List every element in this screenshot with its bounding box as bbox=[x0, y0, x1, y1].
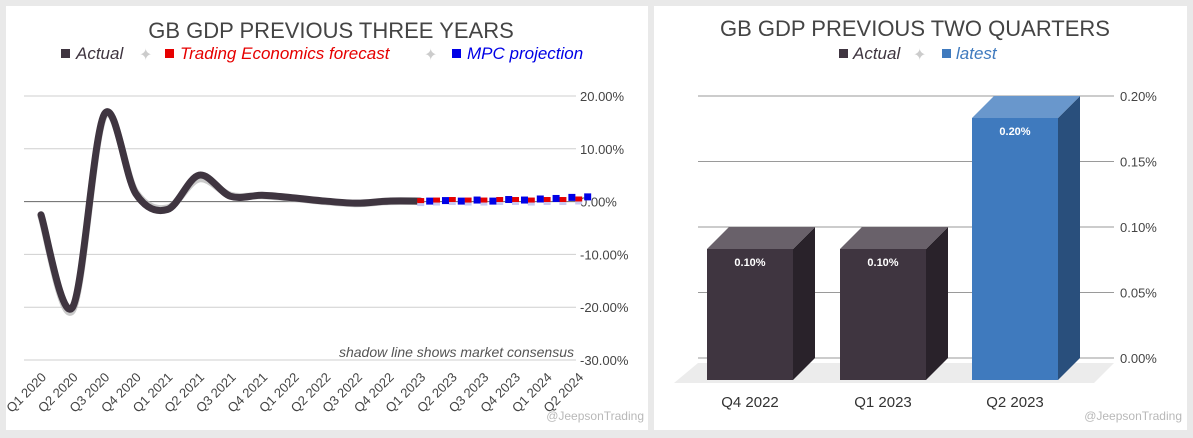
gdp-two-quarters-chart: GB GDP PREVIOUS TWO QUARTERS Actual ✦ la… bbox=[674, 16, 1182, 423]
x-tick-label: Q2 2023 bbox=[986, 394, 1044, 411]
bar-side-face bbox=[793, 227, 815, 380]
bar-top-face bbox=[840, 227, 948, 249]
legend-separator-icon: ✦ bbox=[424, 47, 437, 64]
y-tick-label: 0.15% bbox=[1120, 155, 1157, 170]
mpc-point bbox=[552, 194, 560, 202]
y-axis: 0.20% 0.15% 0.10% 0.05% 0.00% bbox=[1120, 89, 1157, 366]
actual-line bbox=[37, 108, 424, 313]
bar-side-face bbox=[1058, 96, 1080, 380]
legend-swatch-mpc bbox=[452, 49, 461, 58]
watermark: @JeepsonTrading bbox=[546, 409, 644, 423]
legend: Actual ✦ latest bbox=[839, 44, 998, 64]
forecast-point bbox=[559, 197, 567, 203]
bar-data-label: 0.20% bbox=[999, 126, 1030, 138]
forecast-point bbox=[417, 198, 425, 204]
y-tick-label: 20.00% bbox=[580, 89, 625, 104]
forecast-shadow-mark bbox=[527, 201, 535, 206]
legend-label-forecast: Trading Economics forecast bbox=[180, 44, 391, 63]
forecast-point bbox=[480, 197, 488, 203]
bar-top-face bbox=[972, 96, 1080, 118]
forecast-shadow-mark bbox=[559, 201, 567, 206]
bars: 0.10% 0.10% 0.20% bbox=[707, 96, 1080, 380]
forecast-point bbox=[433, 197, 440, 203]
mpc-point bbox=[473, 196, 481, 204]
legend-label-mpc: MPC projection bbox=[467, 44, 583, 63]
gridlines bbox=[24, 95, 576, 361]
y-tick-label: 0.00% bbox=[1120, 351, 1157, 366]
mpc-point bbox=[426, 197, 434, 205]
bar-data-label: 0.10% bbox=[734, 257, 765, 269]
legend-swatch-forecast bbox=[165, 49, 174, 58]
forecast-shadow-mark bbox=[448, 201, 456, 206]
forecast-shadow-mark bbox=[464, 201, 472, 206]
forecast-point bbox=[496, 197, 504, 203]
watermark: @JeepsonTrading bbox=[1084, 409, 1182, 423]
series-lines bbox=[37, 108, 592, 316]
legend-swatch-latest bbox=[942, 49, 951, 58]
forecast-shadow-mark bbox=[543, 201, 551, 206]
y-axis: 20.00%10.00%0.00%-10.00%-20.00%-30.00% bbox=[580, 89, 629, 368]
mpc-point bbox=[457, 197, 465, 205]
forecast-shadow-mark bbox=[417, 202, 425, 207]
legend-separator-icon: ✦ bbox=[913, 47, 926, 64]
legend-label-latest: latest bbox=[956, 44, 998, 63]
consensus-annotation: shadow line shows market consensus bbox=[339, 344, 574, 360]
forecast-shadow-mark bbox=[575, 200, 583, 205]
forecast-point bbox=[464, 197, 472, 203]
mpc-point bbox=[489, 197, 497, 205]
y-tick-label: 10.00% bbox=[580, 142, 625, 157]
bar-side-face bbox=[926, 227, 948, 380]
y-tick-label: 0.10% bbox=[1120, 220, 1157, 235]
forecast-shadow-mark bbox=[496, 201, 504, 206]
mpc-point bbox=[441, 197, 449, 205]
forecast-shadow-mark bbox=[433, 201, 440, 206]
mpc-point bbox=[520, 196, 528, 204]
legend-separator-icon: ✦ bbox=[139, 47, 152, 64]
bar-front-face bbox=[707, 249, 793, 380]
bar: 0.20% bbox=[972, 96, 1080, 380]
mpc-point bbox=[505, 196, 513, 204]
y-tick-label: -10.00% bbox=[580, 247, 629, 262]
bar: 0.10% bbox=[707, 227, 815, 380]
gdp-two-quarters-panel: GB GDP PREVIOUS TWO QUARTERS Actual ✦ la… bbox=[654, 6, 1187, 430]
forecast-point bbox=[512, 197, 519, 203]
x-tick-label: Q4 2022 bbox=[721, 394, 779, 411]
bar-front-face bbox=[840, 249, 926, 380]
legend-label-actual: Actual bbox=[75, 44, 124, 63]
bar-data-label: 0.10% bbox=[867, 257, 898, 269]
bar: 0.10% bbox=[840, 227, 948, 380]
bar-front-face bbox=[972, 118, 1058, 380]
gdp-three-years-panel: GB GDP PREVIOUS THREE YEARS Actual ✦ Tra… bbox=[6, 6, 648, 430]
x-axis: Q4 2022 Q1 2023 Q2 2023 bbox=[721, 394, 1044, 411]
forecast-point bbox=[527, 197, 535, 203]
forecast-shadow-mark bbox=[512, 201, 519, 206]
bar-top-face bbox=[707, 227, 815, 249]
mpc-point bbox=[536, 195, 544, 203]
forecast-point bbox=[575, 196, 583, 202]
legend-label-actual: Actual bbox=[852, 44, 901, 63]
mpc-point bbox=[568, 193, 576, 201]
y-tick-label: -20.00% bbox=[580, 300, 629, 315]
legend: Actual ✦ Trading Economics forecast ✦ MP… bbox=[61, 44, 583, 64]
y-tick-label: 0.20% bbox=[1120, 89, 1157, 104]
legend-swatch-actual bbox=[61, 49, 70, 58]
y-tick-label: 0.05% bbox=[1120, 286, 1157, 301]
forecast-point bbox=[448, 197, 456, 203]
legend-swatch-actual bbox=[839, 49, 848, 58]
y-tick-label: -30.00% bbox=[580, 353, 629, 368]
x-tick-label: Q1 2023 bbox=[854, 394, 912, 411]
chart-title: GB GDP PREVIOUS TWO QUARTERS bbox=[720, 16, 1110, 41]
chart-title: GB GDP PREVIOUS THREE YEARS bbox=[148, 18, 514, 43]
forecast-point bbox=[543, 197, 551, 203]
forecast-shadow-mark bbox=[480, 201, 488, 206]
mpc-point bbox=[584, 193, 592, 201]
gdp-three-years-chart: GB GDP PREVIOUS THREE YEARS Actual ✦ Tra… bbox=[6, 18, 644, 423]
